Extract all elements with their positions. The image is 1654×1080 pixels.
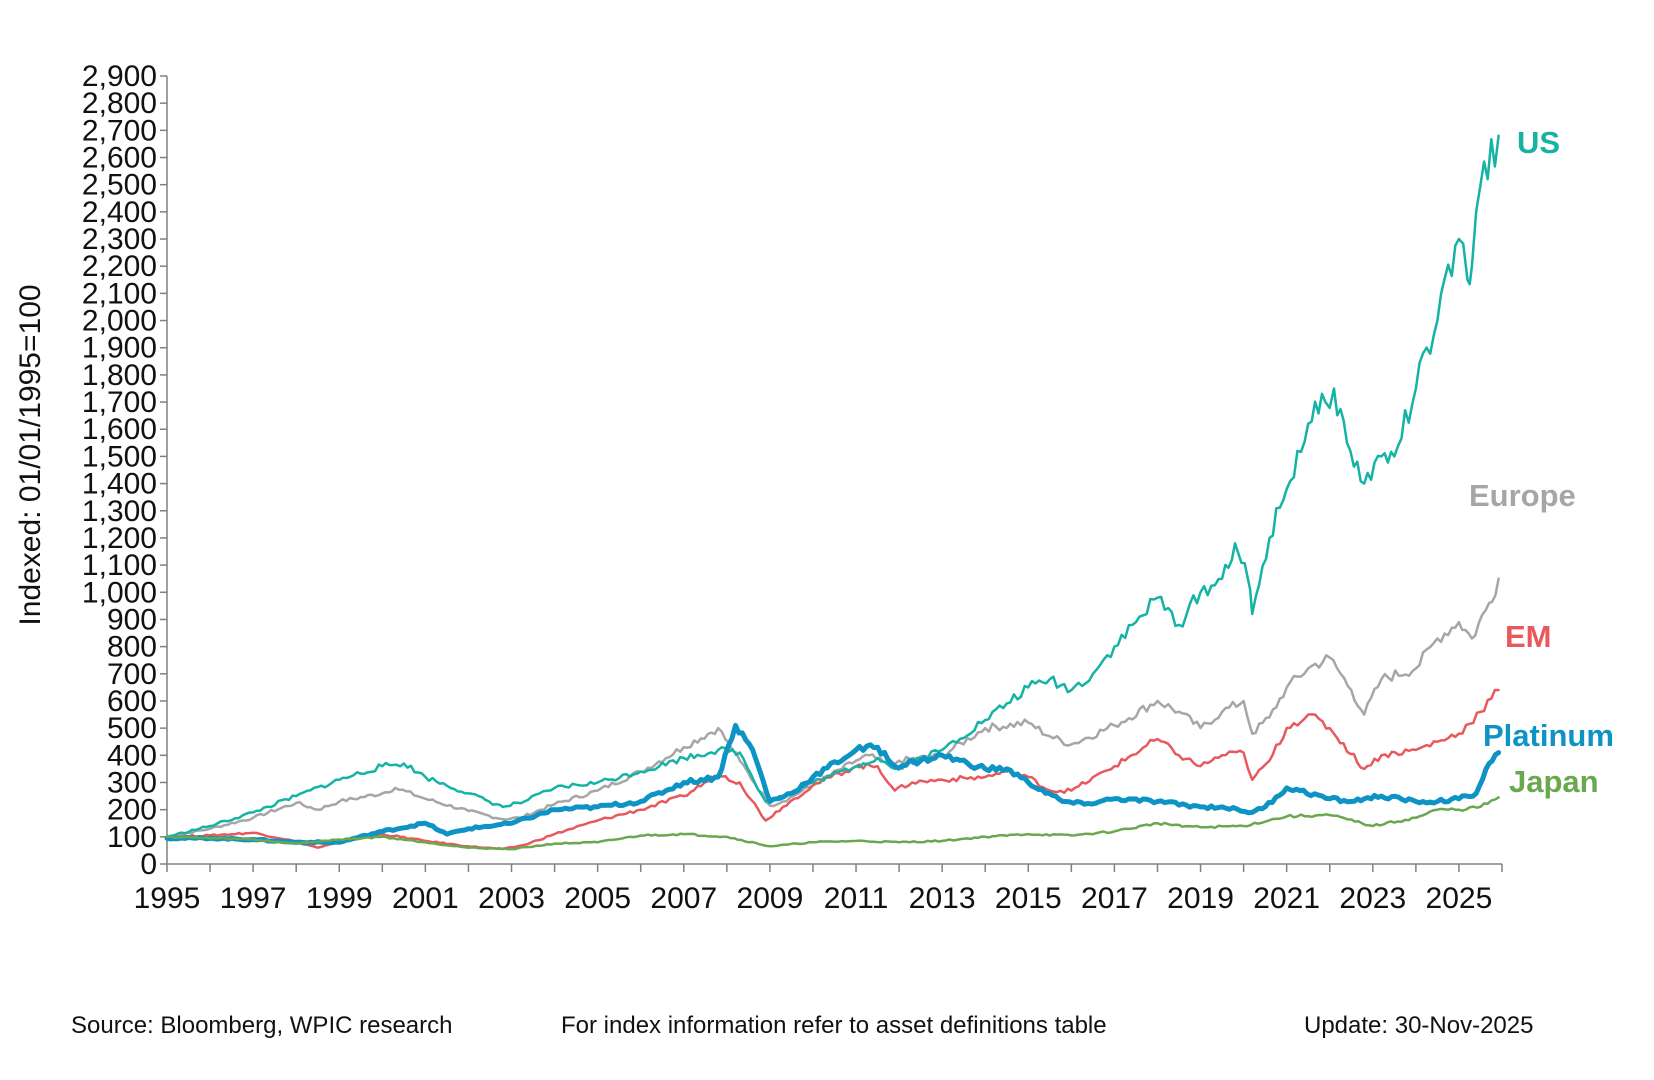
y-tick-label: 2,300 [82, 223, 157, 256]
y-tick-label: 2,800 [82, 87, 157, 120]
x-tick-label: 2023 [1339, 882, 1406, 915]
y-tick-label: 1,900 [82, 332, 157, 365]
x-tick-label: 2019 [1167, 882, 1234, 915]
x-tick-labels: 1995 1997 1999 2001 2003 2005 2007 2009 2011 2013… [134, 882, 1493, 915]
x-tick-label: 2007 [650, 882, 717, 915]
x-tick-label: 2009 [737, 882, 804, 915]
index-info-note: For index information refer to asset def… [561, 1012, 1107, 1039]
y-tick-label: 700 [107, 658, 157, 691]
y-tick-label: 2,400 [82, 196, 157, 229]
y-tick-label: 1,100 [82, 549, 157, 582]
x-tick-label: 1997 [220, 882, 287, 915]
y-tick-label: 1,200 [82, 522, 157, 555]
series-label-japan: Japan [1509, 764, 1599, 799]
y-tick-label: 1,700 [82, 386, 157, 419]
y-tick-label: 0 [140, 848, 157, 881]
y-tick-label: 1,400 [82, 468, 157, 501]
source-note: Source: Bloomberg, WPIC research [71, 1012, 453, 1039]
y-tick-label: 900 [107, 603, 157, 636]
x-tick-label: 2011 [824, 882, 889, 915]
series-line-platinum [164, 722, 1502, 846]
y-tick-label: 200 [107, 794, 157, 827]
y-tick-label: 1,600 [82, 413, 157, 446]
series-label-us: US [1517, 125, 1560, 160]
x-tick-label: 1995 [134, 882, 201, 915]
x-tick-label: 2001 [392, 882, 459, 915]
y-tick-label: 1,800 [82, 359, 157, 392]
y-tick-label: 600 [107, 685, 157, 718]
chart-axes [160, 75, 1503, 872]
x-tick-label: 2017 [1081, 882, 1148, 915]
y-tick-label: 1,300 [82, 495, 157, 528]
y-tick-label: 2,000 [82, 305, 157, 338]
x-tick-label: 2005 [564, 882, 631, 915]
y-tick-label: 1,000 [82, 576, 157, 609]
series-label-europe: Europe [1469, 478, 1576, 513]
series-line-us [165, 134, 1500, 839]
series-line-japan [165, 796, 1500, 851]
series-line-em [165, 688, 1500, 851]
y-tick-label: 1,500 [82, 440, 157, 473]
x-tick-label: 2003 [478, 882, 545, 915]
update-date: Update: 30-Nov-2025 [1304, 1012, 1534, 1039]
y-tick-label: 2,100 [82, 277, 157, 310]
x-tick-label: 2013 [909, 882, 976, 915]
y-tick-label: 300 [107, 766, 157, 799]
y-tick-label: 800 [107, 631, 157, 664]
y-tick-labels: 01002003004005006007008009001,0001,1001,… [82, 60, 157, 881]
series-line-europe [165, 577, 1500, 839]
series-labels: US Europe EM Platinum Japan [1469, 125, 1614, 799]
x-tick-label: 1999 [306, 882, 373, 915]
y-tick-label: 2,500 [82, 169, 157, 202]
y-tick-label: 100 [107, 821, 157, 854]
x-tick-label: 2021 [1253, 882, 1320, 915]
y-tick-label: 2,600 [82, 142, 157, 175]
x-tick-label: 2015 [995, 882, 1062, 915]
y-tick-label: 2,700 [82, 114, 157, 147]
x-tick-label: 2025 [1426, 882, 1493, 915]
series-label-em: EM [1505, 619, 1552, 654]
y-tick-label: 500 [107, 712, 157, 745]
series-label-platinum: Platinum [1483, 718, 1614, 753]
y-axis-label: Indexed: 01/01/1995=100 [14, 284, 47, 625]
y-tick-label: 2,200 [82, 250, 157, 283]
y-tick-label: 2,900 [82, 60, 157, 93]
y-tick-label: 400 [107, 739, 157, 772]
series-lines [164, 134, 1502, 851]
